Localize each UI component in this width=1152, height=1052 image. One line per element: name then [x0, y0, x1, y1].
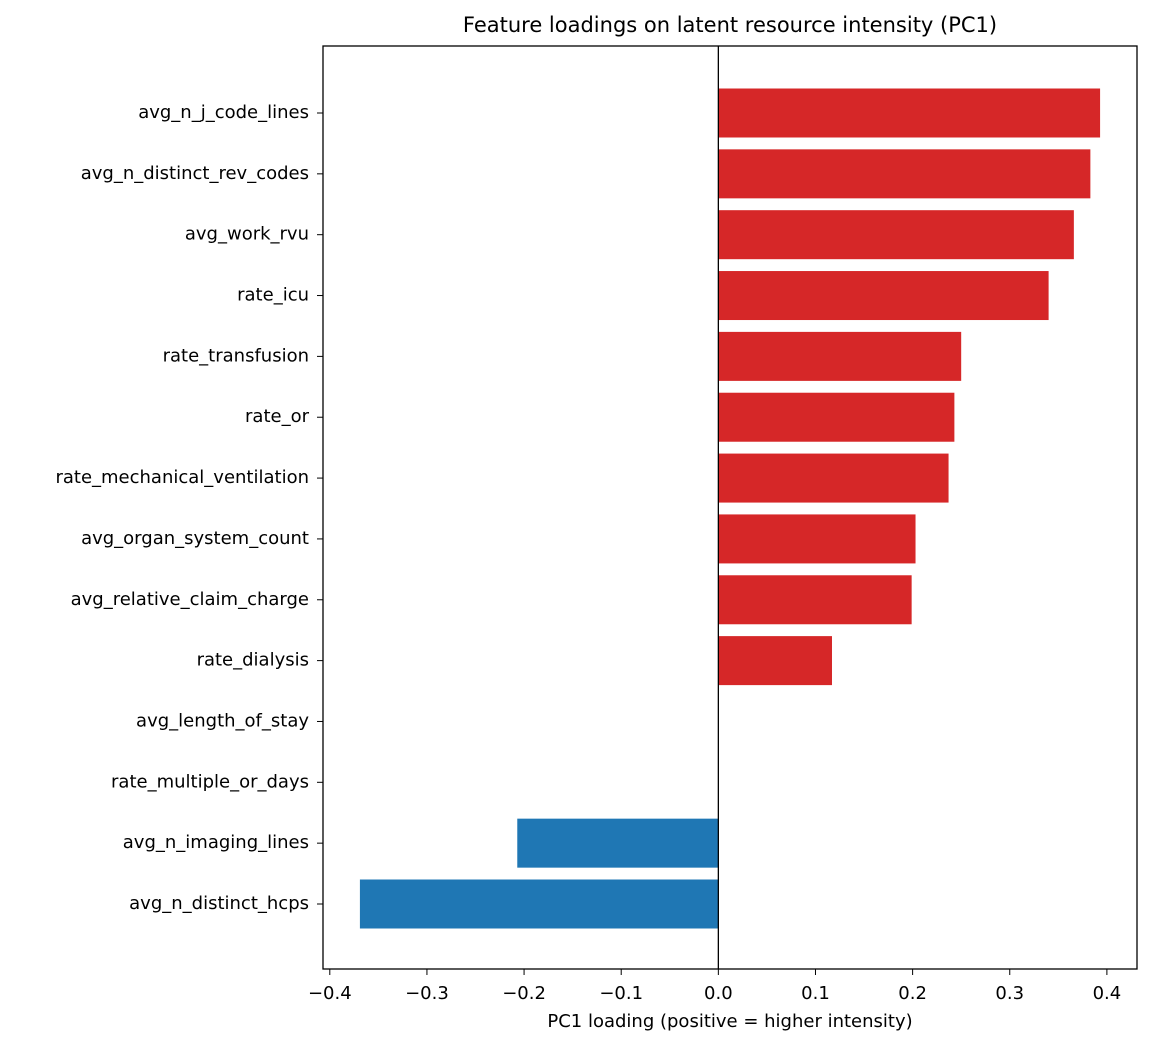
x-tick-label: 0.0: [704, 983, 733, 1004]
bar: [718, 575, 912, 625]
bar: [718, 271, 1049, 321]
y-tick-label: rate_dialysis: [197, 650, 309, 671]
y-tick-label: avg_organ_system_count: [81, 528, 309, 549]
x-tick-label: −0.1: [599, 983, 643, 1004]
bar: [718, 514, 916, 564]
y-tick-label: rate_icu: [237, 285, 309, 306]
bar: [718, 331, 962, 381]
bar: [359, 879, 719, 929]
x-tick-label: 0.4: [1093, 983, 1122, 1004]
bar: [718, 392, 955, 442]
bar: [718, 636, 832, 686]
chart-title: Feature loadings on latent resource inte…: [463, 13, 997, 37]
y-tick-label: avg_relative_claim_charge: [71, 589, 309, 610]
bar: [718, 88, 1101, 138]
bar: [718, 453, 949, 503]
y-tick-label: avg_n_distinct_rev_codes: [81, 163, 309, 184]
y-tick-label: avg_work_rvu: [185, 224, 309, 245]
x-tick-label: 0.1: [801, 983, 830, 1004]
x-axis-label: PC1 loading (positive = higher intensity…: [547, 1011, 912, 1032]
y-tick-label: rate_mechanical_ventilation: [55, 467, 309, 488]
bar: [718, 210, 1074, 260]
y-tick-label: avg_length_of_stay: [136, 710, 309, 731]
x-tick-label: 0.2: [898, 983, 927, 1004]
bar: [718, 149, 1091, 199]
bar: [517, 818, 719, 868]
y-tick-label: avg_n_imaging_lines: [123, 832, 309, 853]
x-tick-label: −0.4: [308, 983, 352, 1004]
x-tick-label: 0.3: [995, 983, 1024, 1004]
y-tick-label: avg_n_j_code_lines: [138, 102, 309, 123]
x-tick-label: −0.2: [502, 983, 546, 1004]
x-tick-label: −0.3: [405, 983, 449, 1004]
y-tick-label: avg_n_distinct_hcps: [129, 893, 309, 914]
y-tick-label: rate_transfusion: [163, 345, 309, 366]
y-tick-label: rate_multiple_or_days: [111, 771, 309, 792]
y-tick-label: rate_or: [245, 406, 310, 427]
plot-frame: [322, 45, 1138, 970]
